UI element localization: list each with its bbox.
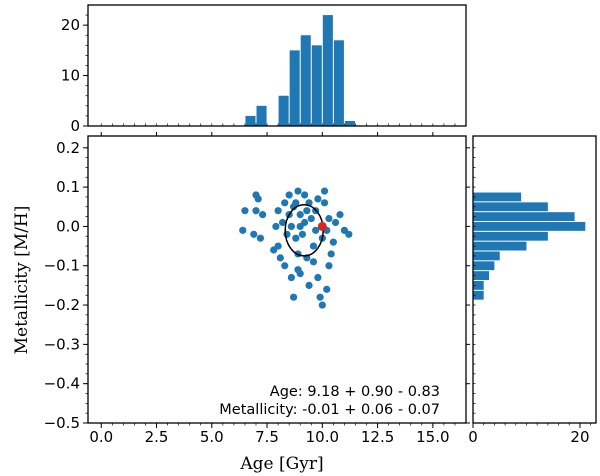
metallicity-annotation: Metallicity: -0.01 + 0.06 - 0.07 <box>219 402 440 418</box>
x-tick-label: 2.5 <box>145 428 169 446</box>
scatter-point <box>318 301 326 309</box>
scatter-point <box>296 211 304 219</box>
metallicity-histogram-bar <box>473 241 527 251</box>
main-scatter-panel: 0.0 2.5 5.0 7.5 10.0 12.5 15.0 0.2 0.1 0.0 −0.1 −0.… <box>44 132 470 446</box>
scatter-point <box>274 207 282 215</box>
metallicity-histogram-bar <box>473 202 548 212</box>
scatter-point <box>285 191 293 199</box>
y-tick-label: −0.5 <box>44 414 80 432</box>
y-axis-label: Metallicity [M/H] <box>12 206 32 355</box>
x-tick-label: 7.5 <box>255 428 279 446</box>
scatter-point <box>239 226 247 234</box>
scatter-point <box>309 258 318 266</box>
metallicity-histogram-bar <box>473 290 484 300</box>
scatter-point <box>314 273 322 282</box>
scatter-point <box>241 207 249 215</box>
scatter-point <box>294 187 302 195</box>
scatter-point <box>307 214 315 223</box>
y-tick-label: 0.1 <box>56 178 80 196</box>
metallicity-histogram-bar <box>473 271 490 280</box>
y-tick-label: −0.4 <box>44 375 80 393</box>
metallicity-histogram-bar <box>473 212 575 222</box>
scatter-point <box>292 234 300 242</box>
scatter-point <box>309 242 318 250</box>
scatter-point <box>298 230 307 238</box>
scatter-point <box>281 262 289 270</box>
scatter-point <box>301 191 309 199</box>
age-histogram-bar <box>300 35 311 126</box>
scatter-point <box>259 211 267 219</box>
metallicity-histogram-bar <box>473 192 522 202</box>
age-histogram-bar <box>289 50 300 126</box>
metallicity-histogram-bar <box>473 251 500 261</box>
age-histogram-bar <box>322 15 333 126</box>
top-frame <box>87 4 467 127</box>
x-tick-label: 0.0 <box>89 428 113 446</box>
scatter-point <box>325 262 333 270</box>
metallicity-histogram-bar <box>473 280 484 290</box>
scatter-point <box>320 187 329 195</box>
right-frame <box>472 135 597 424</box>
top-y-tick-label: 10 <box>61 67 80 85</box>
scatter-point <box>331 218 340 227</box>
right-x-tick-label: 20 <box>570 428 589 446</box>
right-metallicity-histogram: 0 20 <box>468 135 597 446</box>
y-tick-label: −0.1 <box>44 257 80 275</box>
scatter-point <box>325 214 333 223</box>
age-histogram-bar <box>256 105 267 126</box>
highlight-point <box>317 221 327 231</box>
top-y-tick-label: 0 <box>70 117 80 135</box>
metallicity-histogram-bar <box>473 222 586 231</box>
x-tick-label: 15.0 <box>416 428 449 446</box>
y-tick-label: 0.2 <box>56 139 80 157</box>
scatter-point <box>305 281 313 289</box>
scatter-point <box>312 226 320 234</box>
scatter-point <box>289 293 298 301</box>
scatter-point <box>254 195 262 203</box>
y-tick-label: 0.0 <box>56 217 80 235</box>
scatter-point <box>272 222 280 231</box>
metallicity-histogram-bar <box>473 231 548 241</box>
metallicity-histogram-bar <box>473 261 495 271</box>
scatter-point <box>292 199 300 207</box>
scatter-point <box>294 266 302 274</box>
scatter-point <box>287 273 295 282</box>
age-histogram-bar <box>311 45 322 127</box>
x-tick-label: 5.0 <box>200 428 224 446</box>
age-annotation: Age: 9.18 + 0.90 - 0.83 <box>270 384 440 400</box>
scatter-point <box>314 195 322 203</box>
scatter-point <box>287 222 295 231</box>
scatter-point <box>250 230 258 238</box>
scatter-point <box>283 230 291 238</box>
scatter-point <box>270 246 278 254</box>
scatter-point <box>327 250 335 258</box>
scatter-point <box>296 222 304 231</box>
scatter-point <box>323 285 331 293</box>
top-y-tick-label: 20 <box>61 16 80 34</box>
x-tick-label: 10.0 <box>306 428 339 446</box>
scatter-point <box>252 207 260 215</box>
scatter-point <box>320 199 329 207</box>
y-tick-label: −0.2 <box>44 296 80 314</box>
scatter-point <box>278 218 287 227</box>
age-histogram-bar <box>278 95 289 126</box>
scatter-point <box>256 234 265 242</box>
main-frame <box>87 135 467 424</box>
top-age-histogram: 0 10 20 <box>61 4 467 135</box>
scatter-point <box>329 238 337 246</box>
scatter-point <box>336 211 344 219</box>
age-histogram-bar <box>344 120 355 126</box>
y-tick-label: −0.3 <box>44 335 80 353</box>
scatter-point <box>345 230 353 238</box>
right-x-tick-label: 0 <box>468 428 478 446</box>
scatter-point <box>303 207 311 215</box>
scatter-point <box>281 199 289 207</box>
scatter-point <box>276 254 284 262</box>
x-axis-label: Age [Gyr] <box>239 454 323 474</box>
x-tick-label: 12.5 <box>361 428 394 446</box>
age-histogram-bar <box>245 115 256 126</box>
scatter-point <box>316 293 324 301</box>
age-histogram-bar <box>333 40 344 126</box>
